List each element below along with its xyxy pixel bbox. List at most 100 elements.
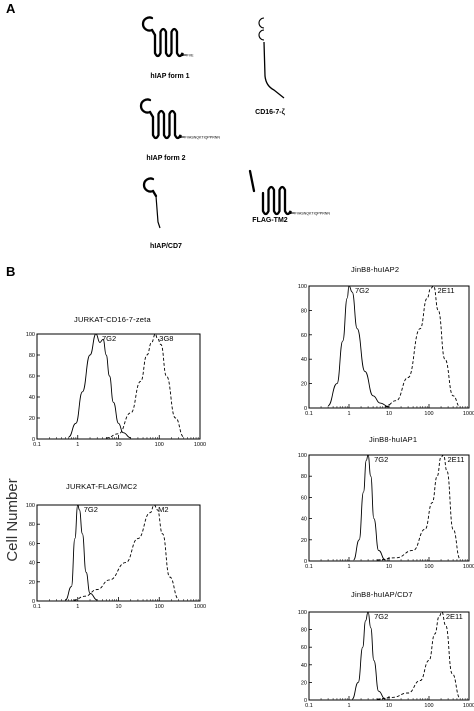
x-tick-label: 1 [347, 564, 350, 570]
y-tick-label: 60 [301, 333, 307, 339]
series-label: 3G8 [159, 334, 173, 343]
x-tick-label: 0.1 [305, 703, 313, 709]
y-tick-label: 40 [301, 517, 307, 523]
construct-flag: FVASNQKTIQPPRNN FLAG-TM2 [248, 169, 331, 224]
x-tick-label: 10 [386, 411, 392, 417]
series-label: 7G2 [102, 334, 116, 343]
construct-label: hIAP form 1 [150, 73, 189, 80]
y-tick-label: 20 [29, 580, 35, 586]
y-tick-label: 40 [29, 395, 35, 401]
y-tick-label: 60 [301, 495, 307, 501]
y-tick-label: 100 [298, 284, 307, 290]
x-tick-label: 100 [424, 564, 433, 570]
y-tick-label: 100 [26, 332, 35, 338]
y-tick-label: 40 [301, 357, 307, 363]
x-tick-label: 100 [155, 442, 164, 448]
series-line-M2 [73, 504, 179, 601]
construct-label: hIAP form 2 [146, 155, 185, 162]
y-tick-label: 0 [304, 559, 307, 565]
series-line-7G2 [68, 333, 131, 439]
y-tick-label: 40 [301, 663, 307, 669]
y-axis-label: Cell Number [4, 478, 21, 561]
plot-jurkat_cd16: JURKAT-CD16-7-zeta 0 20 40 60 80 100 0.1 1 10 100 1… [26, 315, 206, 448]
construct-label: hIAP/CD7 [150, 243, 182, 250]
y-tick-label: 60 [301, 645, 307, 651]
series-line-3G8 [106, 333, 185, 439]
y-tick-label: 60 [29, 374, 35, 380]
ig-domain-icon [258, 17, 265, 29]
cd7-stalk-icon [155, 195, 161, 229]
plot-title: JURKAT-FLAG/MC2 [66, 482, 137, 491]
flag-tag-icon [248, 169, 256, 193]
series-line-7G2 [351, 611, 386, 700]
plot-jurkat_flag: JURKAT-FLAG/MC2 0 20 40 60 80 100 0.1 1 10 100 1000… [26, 482, 206, 610]
y-tick-label: 80 [301, 628, 307, 634]
x-tick-label: 1 [347, 411, 350, 417]
y-tick-label: 60 [29, 541, 35, 547]
series-line-2E11 [385, 285, 461, 408]
construct-hiap1: FVE hIAP form 1 [141, 16, 195, 80]
series-line-7G2 [353, 454, 386, 561]
series-label: 2E11 [446, 612, 463, 621]
transmembrane-icon [153, 27, 184, 58]
plot-title: JinB8-huIAP/CD7 [351, 590, 413, 599]
x-tick-label: 1000 [463, 411, 474, 417]
y-tick-label: 100 [298, 610, 307, 616]
plot-frame [36, 504, 201, 602]
construct-label: CD16-7-ζ [255, 109, 285, 116]
stalk-icon [151, 189, 158, 198]
panel-a-letter: A [6, 1, 16, 16]
plot-frame [308, 285, 470, 409]
series-label: M2 [158, 505, 168, 514]
y-tick-label: 0 [32, 437, 35, 443]
construct-hiap2: FVASNQKTIQPPRNN hIAP form 2 [139, 98, 221, 162]
plot-jinb8_cd7: JinB8-huIAP/CD7 0 20 40 60 80 100 0.1 1 10 100 1000… [298, 590, 474, 709]
construct-cd16: CD16-7-ζ [255, 17, 286, 116]
ig-domain-icon [258, 29, 265, 41]
panel-b-letter: B [6, 264, 15, 279]
tail-sequence: FVE [187, 54, 195, 58]
y-tick-label: 100 [298, 453, 307, 459]
y-tick-label: 80 [301, 308, 307, 314]
tail-sequence: FVASNQKTIQPPRNN [295, 212, 331, 216]
construct-hiapcd7: hIAP/CD7 [142, 177, 182, 250]
panel-a: FVE hIAP form 1 CD16-7-ζ FVASNQKTIQPPRNN hIA… [139, 16, 331, 250]
y-tick-label: 80 [29, 353, 35, 359]
tail-sequence: FVASNQKTIQPPRNN [185, 136, 221, 140]
y-tick-label: 20 [301, 538, 307, 544]
plot-title: JinB8-huIAP1 [369, 435, 417, 444]
plot-jinb8_1: JinB8-huIAP1 0 20 40 60 80 100 0.1 1 10 100 1000 7G2… [298, 435, 474, 570]
series-label: 7G2 [84, 505, 98, 514]
x-tick-label: 1000 [463, 703, 474, 709]
series-label: 2E11 [447, 455, 464, 464]
y-tick-label: 80 [29, 522, 35, 528]
x-tick-label: 0.1 [33, 604, 41, 610]
series-label: 7G2 [355, 286, 369, 295]
y-tick-label: 80 [301, 474, 307, 480]
y-tick-label: 20 [301, 382, 307, 388]
y-tick-label: 0 [304, 698, 307, 704]
plot-frame [308, 454, 470, 562]
ig-loop-icon [142, 177, 155, 193]
x-tick-label: 1 [76, 604, 79, 610]
x-tick-label: 0.1 [305, 564, 313, 570]
series-label: 7G2 [374, 612, 388, 621]
x-tick-label: 1000 [194, 442, 206, 448]
construct-label: FLAG-TM2 [252, 217, 287, 224]
ig-loop-icon [139, 98, 152, 114]
series-label: 7G2 [374, 455, 388, 464]
x-tick-label: 10 [115, 442, 121, 448]
series-label: 2E11 [438, 286, 455, 295]
y-tick-label: 20 [301, 680, 307, 686]
x-tick-label: 1000 [463, 564, 474, 570]
x-tick-label: 1 [76, 442, 79, 448]
zeta-tail-icon [263, 41, 285, 99]
y-tick-label: 40 [29, 561, 35, 567]
plot-title: JinB8-huIAP2 [351, 265, 399, 274]
x-tick-label: 0.1 [33, 442, 41, 448]
y-tick-label: 0 [304, 406, 307, 412]
series-line-7G2 [327, 285, 390, 408]
transmembrane-icon [261, 185, 292, 216]
